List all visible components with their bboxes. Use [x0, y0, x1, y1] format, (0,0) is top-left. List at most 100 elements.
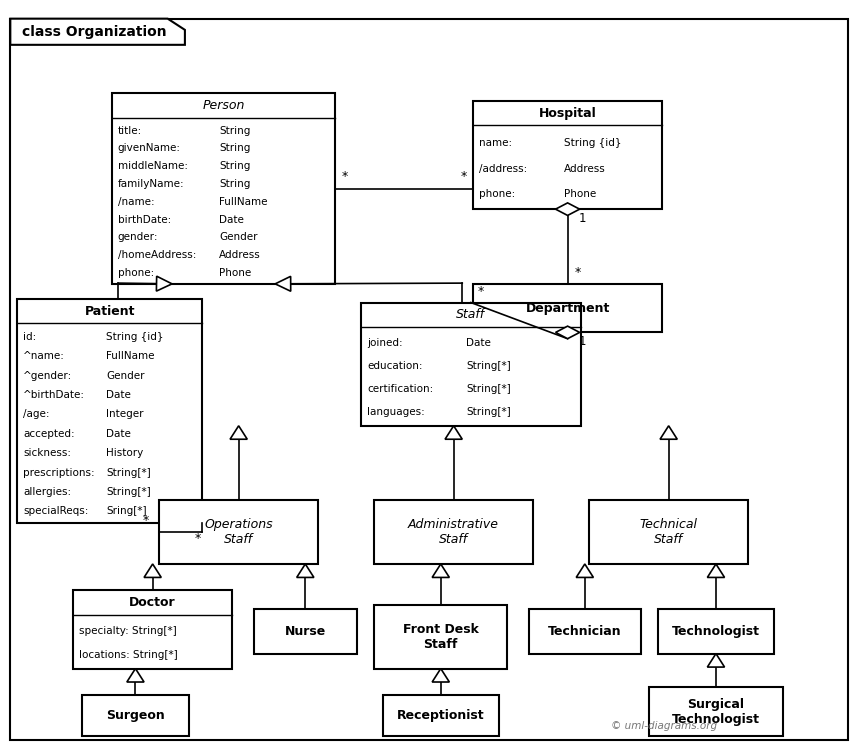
Text: String: String	[219, 179, 250, 189]
Text: prescriptions:: prescriptions:	[23, 468, 95, 477]
FancyBboxPatch shape	[254, 609, 357, 654]
Text: String[*]: String[*]	[466, 384, 511, 394]
Text: Address: Address	[219, 250, 261, 260]
Text: /name:: /name:	[118, 197, 155, 207]
Text: specialReqs:: specialReqs:	[23, 506, 89, 516]
Text: Surgeon: Surgeon	[106, 709, 165, 722]
Text: *: *	[194, 532, 201, 545]
Text: Receptionist: Receptionist	[397, 709, 484, 722]
FancyBboxPatch shape	[383, 695, 499, 736]
Text: Doctor: Doctor	[129, 596, 176, 609]
Text: /address:: /address:	[479, 164, 527, 173]
FancyBboxPatch shape	[82, 695, 189, 736]
Text: *: *	[341, 170, 347, 182]
Text: String[*]: String[*]	[466, 407, 511, 417]
FancyBboxPatch shape	[73, 590, 232, 669]
Polygon shape	[157, 276, 172, 291]
FancyBboxPatch shape	[17, 299, 202, 523]
Text: education:: education:	[367, 361, 423, 371]
Text: Staff: Staff	[457, 309, 485, 321]
Text: Administrative
Staff: Administrative Staff	[408, 518, 499, 546]
Text: /age:: /age:	[23, 409, 50, 420]
Polygon shape	[707, 564, 724, 577]
Text: Front Desk
Staff: Front Desk Staff	[402, 623, 479, 651]
Text: String[*]: String[*]	[466, 361, 511, 371]
Text: Technical
Staff: Technical Staff	[640, 518, 697, 546]
FancyBboxPatch shape	[374, 605, 507, 669]
FancyBboxPatch shape	[658, 609, 774, 654]
Text: Date: Date	[219, 214, 244, 225]
Polygon shape	[576, 564, 593, 577]
Text: ^birthDate:: ^birthDate:	[23, 390, 85, 400]
Text: String: String	[219, 161, 250, 171]
Polygon shape	[432, 564, 449, 577]
Text: class Organization: class Organization	[22, 25, 166, 39]
Text: Operations
Staff: Operations Staff	[205, 518, 273, 546]
Text: Hospital: Hospital	[538, 107, 597, 120]
Polygon shape	[556, 203, 580, 215]
Text: *: *	[461, 170, 467, 182]
Polygon shape	[297, 564, 314, 577]
Text: *: *	[478, 285, 484, 298]
Text: ^gender:: ^gender:	[23, 371, 72, 381]
Text: 1: 1	[579, 335, 587, 348]
Text: sickness:: sickness:	[23, 448, 71, 458]
Polygon shape	[144, 564, 162, 577]
Text: String: String	[219, 143, 250, 153]
Text: /homeAddress:: /homeAddress:	[118, 250, 196, 260]
Text: String: String	[219, 125, 250, 135]
FancyBboxPatch shape	[473, 284, 662, 332]
Text: String[*]: String[*]	[106, 487, 150, 497]
Text: allergies:: allergies:	[23, 487, 71, 497]
FancyBboxPatch shape	[649, 687, 783, 736]
Text: Person: Person	[202, 99, 245, 112]
Text: Patient: Patient	[84, 305, 135, 317]
Text: gender:: gender:	[118, 232, 158, 243]
Polygon shape	[556, 326, 580, 338]
Text: givenName:: givenName:	[118, 143, 181, 153]
Polygon shape	[432, 669, 449, 682]
Polygon shape	[230, 426, 248, 439]
Text: 1: 1	[579, 212, 587, 225]
FancyBboxPatch shape	[374, 500, 533, 564]
Text: Phone: Phone	[219, 268, 251, 278]
Polygon shape	[445, 426, 463, 439]
Text: phone:: phone:	[118, 268, 154, 278]
Text: String {id}: String {id}	[564, 138, 621, 148]
FancyBboxPatch shape	[10, 19, 848, 740]
Text: title:: title:	[118, 125, 142, 135]
Text: Phone: Phone	[564, 189, 596, 199]
FancyBboxPatch shape	[589, 500, 748, 564]
Polygon shape	[127, 669, 144, 682]
Text: birthDate:: birthDate:	[118, 214, 171, 225]
Text: String[*]: String[*]	[106, 468, 150, 477]
FancyBboxPatch shape	[159, 500, 318, 564]
Text: certification:: certification:	[367, 384, 433, 394]
Text: Integer: Integer	[106, 409, 144, 420]
Text: *: *	[574, 267, 580, 279]
Polygon shape	[275, 276, 291, 291]
Text: ^name:: ^name:	[23, 351, 65, 362]
FancyBboxPatch shape	[529, 609, 641, 654]
Text: languages:: languages:	[367, 407, 425, 417]
Text: *: *	[143, 514, 149, 527]
FancyBboxPatch shape	[361, 303, 580, 426]
Text: locations: String[*]: locations: String[*]	[79, 650, 178, 660]
Text: Date: Date	[466, 338, 491, 348]
Text: FullName: FullName	[219, 197, 267, 207]
Text: Technologist: Technologist	[672, 624, 760, 638]
Polygon shape	[10, 19, 185, 45]
Text: Surgical
Technologist: Surgical Technologist	[672, 698, 760, 725]
Text: Department: Department	[525, 302, 610, 314]
Text: joined:: joined:	[367, 338, 402, 348]
Text: String {id}: String {id}	[106, 332, 163, 342]
Polygon shape	[707, 654, 724, 667]
Text: Nurse: Nurse	[285, 624, 326, 638]
Text: Sring[*]: Sring[*]	[106, 506, 146, 516]
Text: middleName:: middleName:	[118, 161, 187, 171]
Text: specialty: String[*]: specialty: String[*]	[79, 626, 177, 636]
Text: Technician: Technician	[548, 624, 622, 638]
Text: familyName:: familyName:	[118, 179, 184, 189]
Text: name:: name:	[479, 138, 513, 148]
Text: Address: Address	[564, 164, 605, 173]
